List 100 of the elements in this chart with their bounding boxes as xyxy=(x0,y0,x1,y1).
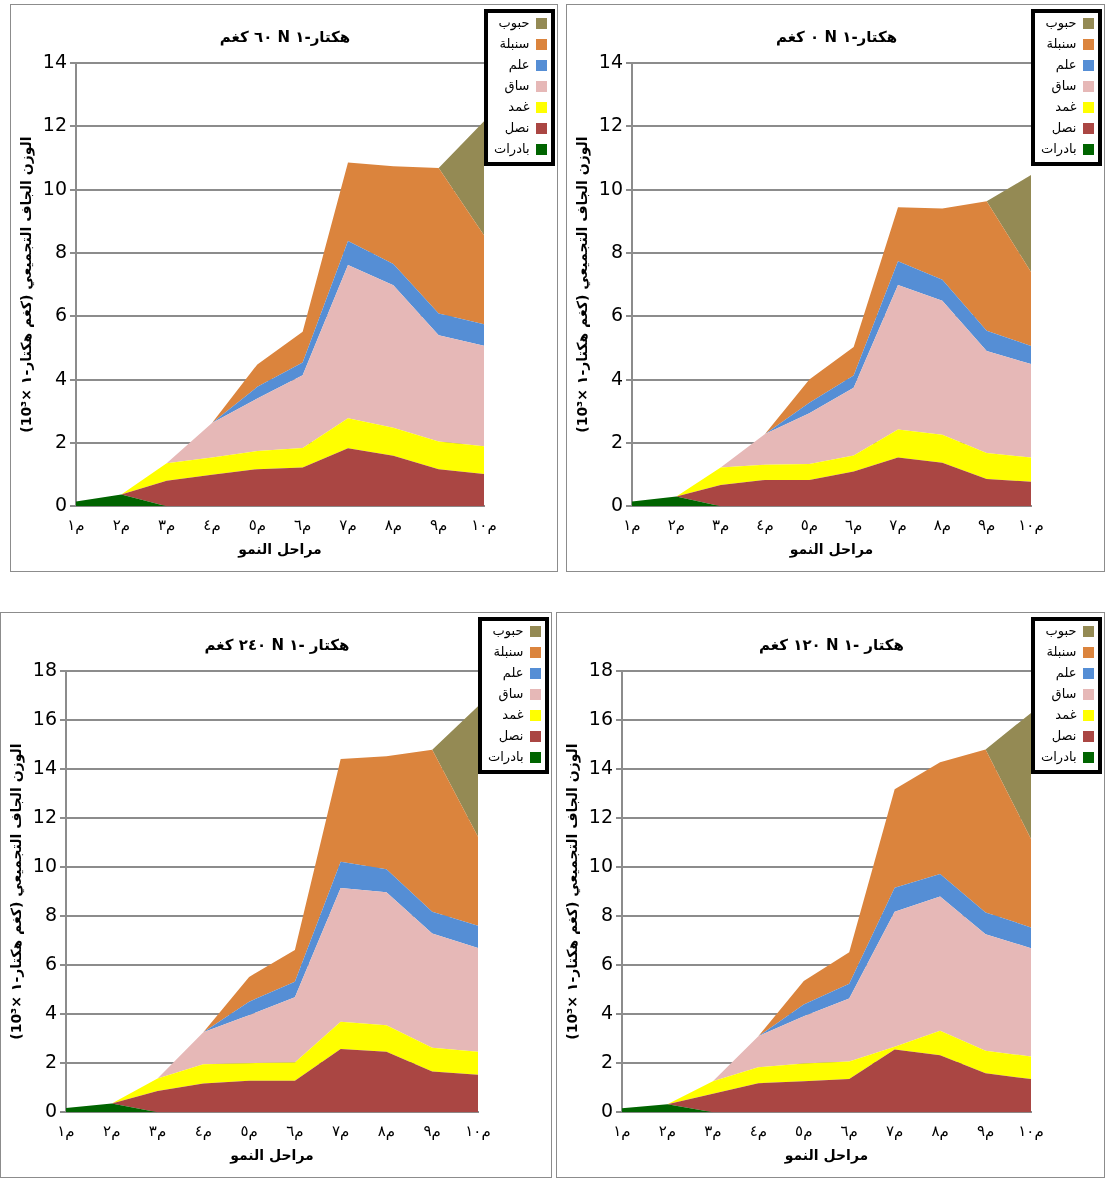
y-tick-label: 6 xyxy=(44,952,57,975)
y-tick-label: 14 xyxy=(598,49,623,72)
y-tick-label: 10 xyxy=(588,854,613,877)
x-tick-label: م٦ xyxy=(840,1122,858,1141)
y-tick-label: 0 xyxy=(600,1099,613,1122)
y-tick-label: 12 xyxy=(588,805,613,827)
x-tick-label: م٣ xyxy=(157,516,176,535)
y-tick-label: 4 xyxy=(44,1001,57,1024)
x-tick-label: م٥ xyxy=(800,516,818,535)
legend-label: غمد xyxy=(1055,98,1077,114)
y-tick-label: 10 xyxy=(42,176,67,199)
x-tick-label: م٥ xyxy=(240,1122,258,1141)
legend-label: ساق xyxy=(504,77,530,94)
legend-label: حبوب xyxy=(1045,14,1077,31)
y-tick-label: 16 xyxy=(32,706,57,729)
legend-label: ساق xyxy=(1051,77,1077,94)
legend-label: نصل xyxy=(1051,119,1077,135)
x-tick-label: م١ xyxy=(67,516,85,535)
legend-label: سنبلة xyxy=(1046,643,1077,659)
legend-label: بادرات xyxy=(1041,748,1077,765)
x-tick-label: م١٠ xyxy=(1018,1122,1044,1141)
y-tick-label: 14 xyxy=(42,49,67,72)
legend-label: حبوب xyxy=(492,622,524,639)
legend-label: بادرات xyxy=(1041,140,1077,157)
x-tick-label: م٧ xyxy=(885,1122,904,1141)
x-axis-title: مراحل النمو xyxy=(788,541,874,559)
x-tick-label: م٦ xyxy=(286,1122,304,1141)
x-tick-label: م٦ xyxy=(844,516,863,535)
y-axis-title: الوزن الجاف التجميعي (كغم هكتار-١ ×10³) xyxy=(18,136,36,433)
x-tick-label: م٨ xyxy=(384,516,403,535)
y-tick-label: 8 xyxy=(610,239,623,262)
legend-label: علم xyxy=(502,664,524,681)
y-tick-label: 2 xyxy=(610,429,623,452)
x-tick-label: م٩ xyxy=(429,516,448,535)
x-axis-title: مراحل النمو xyxy=(783,1147,869,1165)
x-tick-label: م١٠ xyxy=(465,1122,491,1141)
y-tick-label: 18 xyxy=(588,657,613,680)
legend-label: بادرات xyxy=(488,748,524,765)
x-tick-label: م٢ xyxy=(658,1122,677,1141)
x-tick-label: م٥ xyxy=(248,516,266,535)
y-tick-label: 2 xyxy=(54,429,67,452)
x-tick-label: م٩ xyxy=(977,516,996,535)
x-tick-label: م٤ xyxy=(194,1122,212,1141)
x-tick-label: م١ xyxy=(623,516,641,535)
legend-label: نصل xyxy=(504,119,530,135)
x-axis-title: مراحل النمو xyxy=(237,541,322,559)
x-tick-label: م١ xyxy=(613,1122,631,1141)
y-tick-label: 12 xyxy=(42,113,67,136)
y-tick-label: 8 xyxy=(600,903,613,926)
y-tick-label: 0 xyxy=(44,1099,57,1122)
y-tick-label: 4 xyxy=(54,366,67,389)
chart-title: ٢٤٠ كغم N هكتار -١ xyxy=(204,635,350,654)
legend-label: علم xyxy=(1055,56,1077,73)
legend-label: غمد xyxy=(508,98,530,114)
y-tick-label: 0 xyxy=(610,493,623,516)
x-tick-label: م٥ xyxy=(795,1122,813,1141)
x-tick-label: م٤ xyxy=(756,516,774,535)
chart-title: ١٢٠ كغم N هكتار -١ xyxy=(759,635,904,654)
x-tick-label: م٨ xyxy=(931,1122,949,1141)
legend-label: سنبلة xyxy=(1046,35,1077,51)
x-tick-label: م٨ xyxy=(933,516,952,535)
y-tick-label: 0 xyxy=(54,493,67,516)
x-tick-label: م١ xyxy=(57,1122,75,1141)
legend-label: علم xyxy=(1055,664,1077,681)
legend-label: حبوب xyxy=(1045,622,1077,639)
legend-label: سنبلة xyxy=(493,643,524,659)
legend-label: علم xyxy=(508,56,530,73)
x-tick-label: م٧ xyxy=(339,516,357,535)
x-tick-label: م١٠ xyxy=(1018,516,1044,535)
chart-title: ٦٠ كغم N هكتار-١ xyxy=(219,27,351,46)
y-tick-label: 2 xyxy=(44,1050,57,1073)
x-tick-label: م٩ xyxy=(423,1122,441,1141)
legend-label: حبوب xyxy=(498,14,530,31)
y-tick-label: 14 xyxy=(32,755,57,778)
y-tick-label: 6 xyxy=(610,303,623,326)
x-tick-label: م٨ xyxy=(377,1122,396,1141)
y-tick-label: 10 xyxy=(598,176,623,199)
x-tick-label: م٣ xyxy=(711,516,730,535)
y-tick-label: 6 xyxy=(600,952,613,975)
y-tick-label: 4 xyxy=(610,366,623,389)
legend-label: نصل xyxy=(498,727,524,743)
x-tick-label: م٧ xyxy=(889,516,907,535)
y-axis-title: الوزن الجاف التجميعي (كغم هكتار-١ ×10³) xyxy=(564,743,582,1040)
legend-label: غمد xyxy=(1055,706,1077,722)
chart-title: ٠ كغم N هكتار-١ xyxy=(775,27,898,46)
x-tick-label: م٦ xyxy=(293,516,312,535)
legend-label: ساق xyxy=(1051,685,1077,702)
legend-label: بادرات xyxy=(494,140,530,157)
y-tick-label: 10 xyxy=(32,854,57,877)
y-tick-label: 8 xyxy=(54,239,67,262)
legend-label: نصل xyxy=(1051,727,1077,743)
y-axis-title: الوزن الجاف التجميعي (كغم هكتار-١ ×10³) xyxy=(8,743,26,1040)
x-tick-label: م٢ xyxy=(112,516,130,535)
x-tick-label: م٤ xyxy=(749,1122,767,1141)
y-tick-label: 12 xyxy=(598,113,623,136)
x-tick-label: م٢ xyxy=(667,516,685,535)
y-tick-label: 4 xyxy=(600,1001,613,1024)
legend-label: غمد xyxy=(502,706,524,722)
x-axis-title: مراحل النمو xyxy=(229,1147,314,1165)
y-axis-title: الوزن الجاف التجميعي (كغم هكتار-١ ×10³) xyxy=(574,136,592,433)
